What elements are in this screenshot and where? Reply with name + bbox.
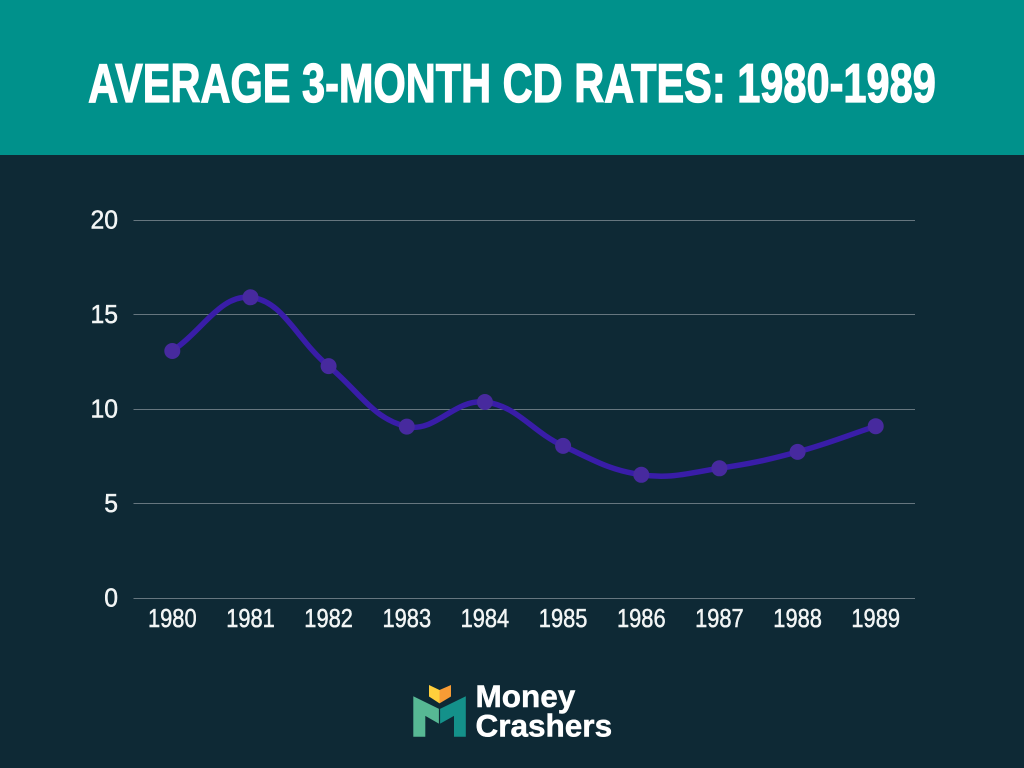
svg-text:1987: 1987: [695, 603, 744, 633]
svg-text:1985: 1985: [539, 603, 588, 633]
svg-text:15: 15: [91, 299, 118, 329]
svg-text:20: 20: [91, 205, 118, 235]
svg-text:0: 0: [104, 583, 118, 613]
svg-text:1981: 1981: [226, 603, 275, 633]
svg-text:1988: 1988: [773, 603, 822, 633]
svg-text:1984: 1984: [461, 603, 510, 633]
svg-text:1986: 1986: [617, 603, 666, 633]
svg-text:Crashers: Crashers: [476, 707, 613, 741]
svg-text:5: 5: [104, 488, 118, 518]
svg-text:10: 10: [91, 394, 118, 424]
svg-text:1989: 1989: [851, 603, 900, 633]
svg-text:1980: 1980: [148, 603, 197, 633]
svg-text:1983: 1983: [383, 603, 432, 633]
svg-text:Money: Money: [476, 683, 576, 714]
svg-text:1982: 1982: [304, 603, 353, 633]
